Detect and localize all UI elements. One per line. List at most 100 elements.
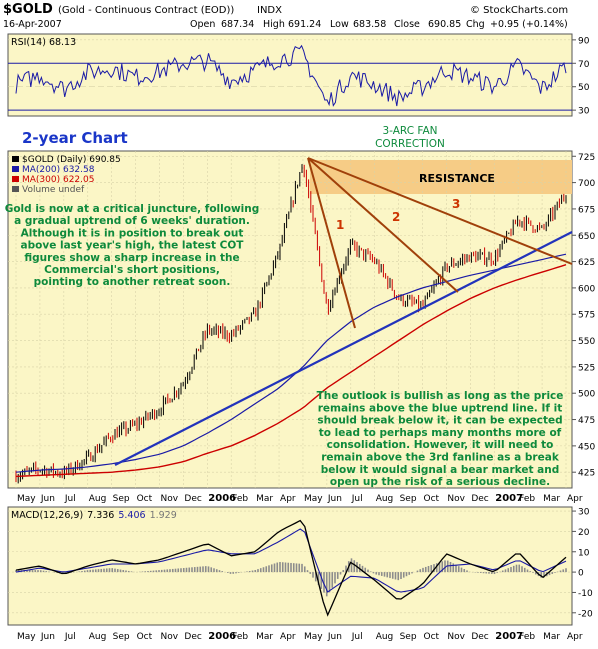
fan-title-line-1: 3-ARC FAN xyxy=(383,125,438,137)
x-tick-label: Sep xyxy=(113,494,130,504)
price-tick-label: 425 xyxy=(578,469,595,479)
x-tick-label: Jul xyxy=(351,494,363,504)
x-tick-label: Jun xyxy=(40,632,55,642)
legend-swatch xyxy=(12,176,19,182)
macd-tick-label: -20 xyxy=(578,609,593,619)
x-tick-label: Sep xyxy=(400,632,417,642)
chart-date: 16-Apr-2007 xyxy=(3,19,62,30)
macd-line xyxy=(15,519,567,617)
commentary-left-line: pointing to another retreat soon. xyxy=(34,276,231,288)
close-label: Close xyxy=(394,19,420,30)
price-tick-label: 625 xyxy=(578,258,595,268)
macd-tick-label: 10 xyxy=(578,548,590,558)
high-label: High xyxy=(263,19,285,30)
x-tick-label: Jul xyxy=(351,632,363,642)
fan-number-2: 2 xyxy=(392,210,400,224)
x-tick-label: Mar xyxy=(543,632,560,642)
chart-header: $GOLD (Gold - Continuous Contract (EOD))… xyxy=(3,2,568,30)
commentary-right: The outlook is bullish as long as the pr… xyxy=(317,390,564,488)
commentary-left-line: Gold is now at a critical juncture, foll… xyxy=(5,203,260,215)
x-tick-label: 2007 xyxy=(495,631,523,642)
x-tick-label: Feb xyxy=(519,632,535,642)
x-tick-label: Nov xyxy=(160,494,178,504)
x-tick-label: May xyxy=(304,494,323,504)
x-tick-label: Dec xyxy=(471,494,488,504)
x-tick-label: Aug xyxy=(376,494,394,504)
fan-number-3: 3 xyxy=(452,197,460,211)
x-tick-label: Oct xyxy=(137,494,153,504)
x-tick-label: Feb xyxy=(232,632,248,642)
price-grid xyxy=(8,151,572,488)
x-tick-label: Jun xyxy=(327,494,342,504)
price-tick-label: 450 xyxy=(578,442,595,452)
x-tick-label: Sep xyxy=(113,632,130,642)
chart-title-annotation: 2-year Chart xyxy=(22,129,128,147)
commentary-left-line: above last year's high, the latest COT xyxy=(21,240,245,252)
open-label: Open xyxy=(190,19,215,30)
x-tick-label: Apr xyxy=(567,494,583,504)
x-tick-label: Nov xyxy=(160,632,178,642)
legend-swatch xyxy=(12,166,19,172)
price-tick-label: 550 xyxy=(578,337,595,347)
legend-label: $GOLD (Daily) 690.85 xyxy=(22,155,121,165)
x-tick-label: Apr xyxy=(280,494,296,504)
x-tick-label: 2006 xyxy=(208,493,236,504)
price-tick-label: 475 xyxy=(578,416,595,426)
legend-label: Volume undef xyxy=(22,185,85,195)
x-tick-label: Oct xyxy=(137,632,153,642)
x-tick-label: Feb xyxy=(519,494,535,504)
price-tick-label: 675 xyxy=(578,205,595,215)
commentary-left-line: figures show a sharp increase in the xyxy=(24,252,239,264)
chg-label: Chg xyxy=(466,19,485,30)
price-axis: 725 700 675 650 625 600 575 550 525 500 475 450 425 xyxy=(572,153,595,479)
price-tick-label: 525 xyxy=(578,363,595,373)
x-tick-label: Feb xyxy=(232,494,248,504)
legend-label: MA(200) 632.58 xyxy=(22,165,95,175)
commentary-left-line: Although it is in position to break out xyxy=(21,227,244,239)
legend-swatch xyxy=(12,186,19,192)
macd-hist-value: 1.929 xyxy=(150,510,177,521)
price-candles xyxy=(15,164,567,484)
x-tick-label: Mar xyxy=(543,494,560,504)
macd-label: MACD(12,26,9) 7.336 5.406 1.929 xyxy=(11,510,177,521)
price-tick-label: 700 xyxy=(578,179,595,189)
macd-tick-label: 30 xyxy=(578,508,590,518)
x-tick-label: Jul xyxy=(64,632,76,642)
fan-title-line-2: CORRECTION xyxy=(375,138,445,150)
commentary-right-line: to lead to perhaps many months more of xyxy=(319,427,562,439)
x-tick-label: Oct xyxy=(424,494,440,504)
price-panel xyxy=(7,150,573,489)
fanline-3 xyxy=(307,157,573,265)
rsi-tick-label: 50 xyxy=(578,83,590,93)
price-tick-label: 575 xyxy=(578,311,595,321)
x-tick-label: 2007 xyxy=(495,493,523,504)
x-tick-label: Aug xyxy=(376,632,394,642)
commentary-right-line: should break below it, it can be expecte… xyxy=(317,415,562,427)
rsi-line xyxy=(15,44,567,107)
commentary-left-line: a gradual uptrend of 6 weeks' duration. xyxy=(14,215,250,227)
x-tick-label: Jul xyxy=(64,494,76,504)
commentary-right-line: remain above the 3rd fanline as a break xyxy=(321,452,560,464)
price-tick-label: 725 xyxy=(578,153,595,163)
ma200-line xyxy=(15,253,567,473)
chg-value: +0.95 (+0.14%) xyxy=(490,19,568,30)
commentary-left: Gold is now at a critical juncture, foll… xyxy=(5,203,260,288)
close-value: 690.85 xyxy=(428,19,461,30)
macd-tick-label: 0 xyxy=(578,569,584,579)
x-tick-label: May xyxy=(17,494,36,504)
resistance-label: RESISTANCE xyxy=(419,172,495,185)
x-tick-label: Aug xyxy=(89,494,107,504)
price-tick-label: 600 xyxy=(578,284,595,294)
legend-swatch xyxy=(12,156,19,162)
x-tick-label: Jun xyxy=(327,632,342,642)
macd-histogram xyxy=(15,558,567,597)
low-label: Low xyxy=(330,19,349,30)
x-tick-label: 2006 xyxy=(208,631,236,642)
fanline-1 xyxy=(307,157,356,329)
macd-panel xyxy=(7,506,573,626)
price-tick-label: 650 xyxy=(578,232,595,242)
high-value: 691.24 xyxy=(288,19,321,30)
